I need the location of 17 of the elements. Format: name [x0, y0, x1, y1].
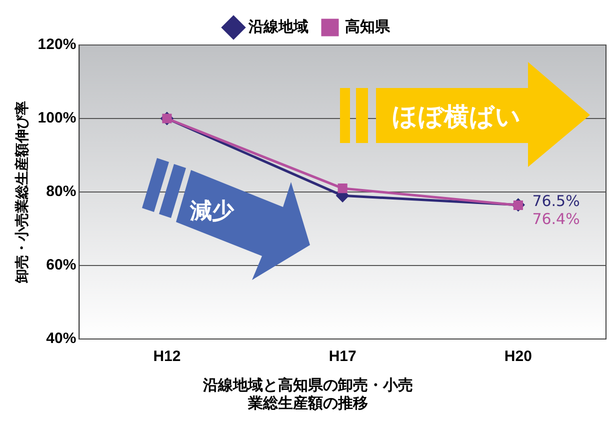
text: 沿線地域と高知県の卸売・小売業総生産額の推移 — [202, 376, 413, 412]
data-label: 76.4% — [532, 210, 580, 228]
x-tick-label: H17 — [328, 348, 356, 366]
y-tick-label: 80% — [46, 183, 76, 200]
data-label: 76.5% — [532, 192, 580, 210]
x-tick-label: H12 — [153, 348, 181, 366]
legend-label: 高知県 — [345, 18, 391, 36]
y-tick-label: 40% — [46, 330, 76, 348]
annotation: ほぼ横ばい — [392, 101, 521, 133]
y-tick-label: 120% — [38, 36, 76, 54]
y-axis-title: 卸売・小売業総生産額伸び率 — [13, 101, 30, 284]
x-tick-label: H20 — [504, 348, 532, 366]
annotation: 減少 — [190, 198, 234, 226]
y-tick-label: 60% — [46, 256, 76, 274]
legend-label: 沿線地域 — [248, 18, 308, 36]
y-tick-label: 100% — [38, 110, 76, 127]
point — [338, 184, 348, 194]
